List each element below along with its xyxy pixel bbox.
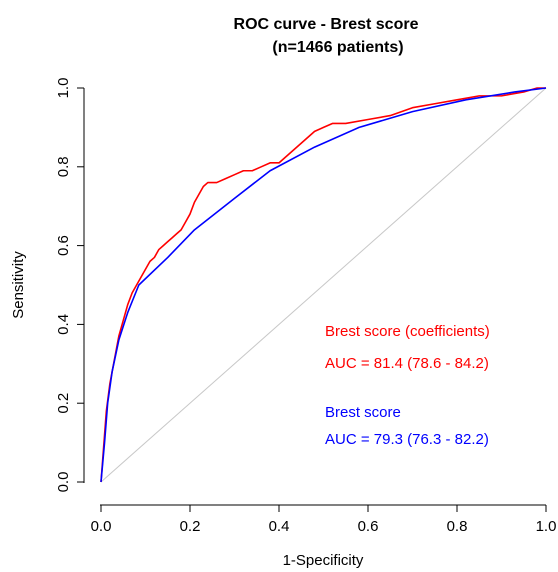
series-layer [100,87,547,483]
reference-diagonal-line [100,87,547,483]
x-tick-label: 1.0 [536,518,557,535]
y-tick-label: 0.4 [55,314,72,335]
y-tick-label: 0.8 [55,156,72,177]
y-tick-label: 0.6 [55,235,72,256]
x-axis-label: 1-Specificity [283,552,364,569]
annotation-coefficients-auc: AUC = 81.4 (78.6 - 84.2) [325,355,489,372]
y-tick-label: 0.0 [55,472,72,493]
chart-title-line1: ROC curve - Brest score [234,16,419,33]
y-axis-label: Sensitivity [10,251,27,319]
y-tick-label: 0.2 [55,393,72,414]
series-line-brest-score-coefficients [100,87,546,483]
x-ticks: 0.0 0.2 0.4 0.6 0.8 1.0 [91,505,557,535]
x-tick-label: 0.4 [269,518,290,535]
annotation-coefficients-label: Brest score (coefficients) [325,323,490,340]
y-ticks: 0.0 0.2 0.4 0.6 0.8 1.0 [55,78,84,493]
x-tick-label: 0.0 [91,518,112,535]
y-tick-label: 1.0 [55,78,72,99]
x-tick-label: 0.8 [447,518,468,535]
x-tick-label: 0.6 [358,518,379,535]
annotation-brest-label: Brest score [325,404,401,421]
annotation-brest-auc: AUC = 79.3 (76.3 - 82.2) [325,431,489,448]
series-line-brest-score [100,87,547,483]
chart-title-line2: (n=1466 patients) [272,39,403,56]
x-tick-label: 0.2 [180,518,201,535]
